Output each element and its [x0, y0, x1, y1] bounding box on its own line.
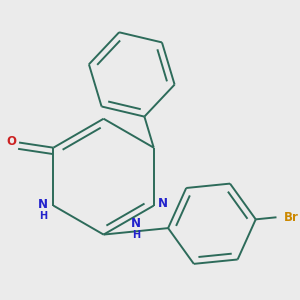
Text: N: N: [38, 198, 48, 211]
Text: H: H: [39, 211, 47, 221]
Text: H: H: [132, 230, 140, 240]
Text: O: O: [6, 135, 16, 148]
Text: N: N: [158, 197, 168, 210]
Text: N: N: [131, 217, 141, 230]
Text: Br: Br: [284, 211, 299, 224]
